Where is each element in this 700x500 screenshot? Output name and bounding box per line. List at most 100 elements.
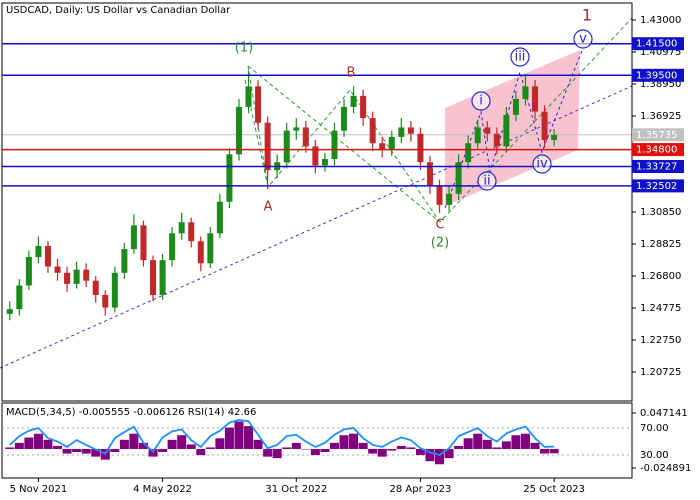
- macd-bar: [72, 448, 82, 453]
- level-label: 1.32502: [636, 181, 677, 192]
- y-tick-label: 1.38950: [640, 79, 681, 90]
- candle-body: [302, 127, 309, 147]
- x-tick-label: 4 May 2022: [133, 484, 192, 495]
- candle-body: [331, 130, 338, 160]
- wave-circle: [510, 47, 530, 67]
- y-tick-label: 1.43000: [640, 15, 681, 26]
- macd-bar: [329, 442, 339, 449]
- candle-body: [121, 249, 128, 273]
- correction-line: [247, 65, 441, 223]
- macd-bar: [549, 448, 559, 454]
- y-tick-label: 1.20725: [640, 367, 681, 378]
- candle-body: [178, 222, 185, 234]
- candle-body: [25, 257, 32, 286]
- macd-bar: [62, 448, 72, 454]
- wave-label: C: [435, 218, 444, 233]
- candle-body: [551, 134, 558, 141]
- candle-body: [350, 95, 357, 107]
- wave-label: iii: [515, 50, 526, 65]
- macd-bar: [138, 442, 148, 449]
- macd-bar: [425, 448, 435, 462]
- wave-label: B: [347, 66, 356, 81]
- macd-bar: [540, 448, 550, 454]
- macd-bar: [368, 448, 378, 454]
- macd-bar: [119, 439, 129, 449]
- candle-body: [264, 122, 271, 171]
- macd-bar: [5, 447, 15, 449]
- macd-bar: [415, 448, 425, 456]
- candle-body: [197, 241, 204, 264]
- level-label-box: [632, 68, 684, 82]
- candle-body: [417, 133, 424, 163]
- candle-body: [255, 86, 262, 123]
- wave-label: (1): [235, 41, 253, 56]
- y-tick-label: 1.24775: [640, 303, 681, 314]
- level-label-box: [632, 37, 684, 51]
- macd-bar: [14, 442, 24, 449]
- wave-circle: [471, 91, 491, 111]
- candle-body: [493, 133, 500, 147]
- wave-label: A: [264, 200, 273, 215]
- candle-body: [188, 222, 195, 242]
- macd-bar: [177, 435, 187, 449]
- y-tick-label: 1.26800: [640, 271, 681, 282]
- candle-body: [379, 143, 386, 150]
- candle-body: [83, 269, 90, 281]
- macd-bar: [186, 444, 196, 449]
- wave-circle: [573, 29, 593, 49]
- macd-bar: [196, 448, 206, 456]
- macd-bar: [129, 433, 139, 449]
- x-tick-label: 28 Apr 2023: [390, 484, 452, 495]
- macd-bar: [53, 445, 63, 449]
- y-tick-label: 1.28825: [640, 239, 681, 250]
- x-tick-label: 5 Nov 2021: [10, 484, 68, 495]
- candle-body: [369, 117, 376, 144]
- wave-label: iv: [536, 157, 548, 172]
- candle-body: [474, 127, 481, 144]
- candle-body: [150, 260, 157, 295]
- level-label: 1.33727: [636, 162, 677, 173]
- candle-body: [283, 130, 290, 163]
- correction-line: [244, 79, 269, 188]
- candle-body: [503, 114, 510, 147]
- current-price-label: 1.35735: [636, 130, 677, 141]
- candle-body: [398, 127, 405, 137]
- macd-bar: [454, 445, 464, 449]
- macd-bar: [43, 439, 53, 449]
- level-label: 1.34800: [636, 145, 677, 156]
- candle-body: [312, 146, 319, 166]
- macd-bar: [301, 448, 311, 450]
- macd-bar: [24, 437, 34, 449]
- candle-body: [341, 106, 348, 131]
- candle-body: [6, 309, 13, 314]
- y-tick-label: 1.40975: [640, 47, 681, 58]
- macd-bar: [110, 448, 120, 453]
- indicator-title: MACD(5,34,5) -0.005555 -0.006126 RSI(14)…: [6, 407, 256, 418]
- wave-label: v: [579, 32, 587, 47]
- candle-body: [159, 260, 166, 295]
- rsi-line: [9, 418, 555, 456]
- macd-bar: [244, 426, 254, 449]
- macd-bar: [501, 441, 511, 449]
- macd-bar: [205, 447, 215, 449]
- candle-body: [436, 185, 443, 205]
- candle-body: [522, 86, 529, 100]
- candle-body: [388, 136, 395, 150]
- wave-label: (2): [431, 236, 449, 251]
- macd-bar: [215, 438, 225, 449]
- macd-bar: [406, 447, 416, 449]
- candle-body: [484, 127, 491, 134]
- current-price-box: [632, 128, 684, 142]
- y-tick-label: 0.047141: [640, 408, 688, 419]
- level-label-box: [632, 179, 684, 193]
- candle-body: [235, 106, 242, 155]
- y2-tick-label: 30.00: [640, 450, 669, 461]
- candle-body: [169, 233, 176, 261]
- candle-body: [407, 127, 414, 134]
- candle-body: [455, 162, 462, 194]
- macd-bar: [520, 433, 530, 449]
- candle-body: [111, 272, 118, 308]
- level-label-box: [632, 160, 684, 174]
- macd-bar: [33, 433, 43, 449]
